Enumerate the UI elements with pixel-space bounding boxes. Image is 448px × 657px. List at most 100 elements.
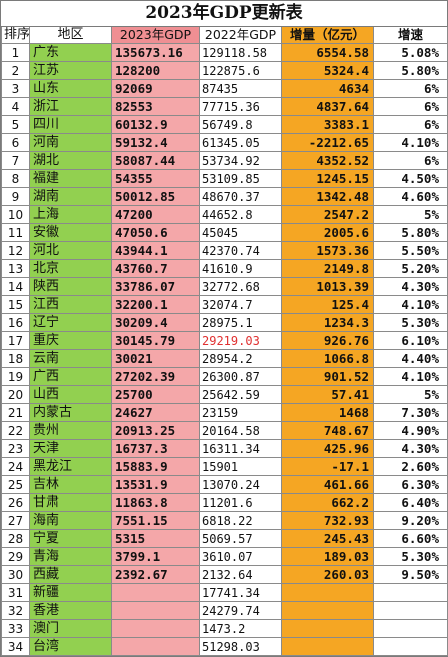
table-row: 30 西藏 2392.67 2132.64 260.03 9.50% — [1, 565, 448, 584]
cell-rank: 20 — [1, 385, 30, 404]
cell-gdp2022: 32772.68 — [199, 277, 282, 296]
cell-gdp2022: 45045 — [199, 223, 282, 242]
table-row: 29 青海 3799.1 3610.07 189.03 5.30% — [1, 547, 448, 566]
cell-increase: 1468 — [281, 403, 374, 422]
cell-gdp2022: 2132.64 — [199, 565, 282, 584]
cell-rank: 33 — [1, 619, 30, 638]
table-row: 10 上海 47200 44652.8 2547.2 5% — [1, 205, 448, 224]
cell-gdp2023: 92069 — [111, 79, 200, 98]
table-row: 13 北京 43760.7 41610.9 2149.8 5.20% — [1, 259, 448, 278]
cell-increase: 4352.52 — [281, 151, 374, 170]
cell-rate: 2.60% — [373, 457, 448, 476]
cell-gdp2023: 43944.1 — [111, 241, 200, 260]
cell-rate: 5% — [373, 385, 448, 404]
cell-region: 陕西 — [29, 277, 112, 296]
cell-region: 海南 — [29, 511, 112, 530]
header-gdp2023: 2023年GDP — [111, 27, 200, 44]
cell-rank: 32 — [1, 601, 30, 620]
cell-gdp2023 — [111, 637, 200, 656]
cell-rate: 4.10% — [373, 133, 448, 152]
cell-gdp2023: 32200.1 — [111, 295, 200, 314]
cell-gdp2023: 82553 — [111, 97, 200, 116]
cell-increase: 245.43 — [281, 529, 374, 548]
cell-rate: 6.40% — [373, 493, 448, 512]
cell-increase — [281, 601, 374, 620]
table-row: 8 福建 54355 53109.85 1245.15 4.50% — [1, 169, 448, 188]
cell-gdp2022: 53734.92 — [199, 151, 282, 170]
cell-rate: 5.30% — [373, 547, 448, 566]
cell-region: 黑龙江 — [29, 457, 112, 476]
table-row: 6 河南 59132.4 61345.05 -2212.65 4.10% — [1, 133, 448, 152]
cell-gdp2023: 58087.44 — [111, 151, 200, 170]
cell-gdp2022: 6818.22 — [199, 511, 282, 530]
cell-gdp2023: 30209.4 — [111, 313, 200, 332]
cell-rate: 6% — [373, 97, 448, 116]
cell-rank: 10 — [1, 205, 30, 224]
cell-increase — [281, 619, 374, 638]
cell-rank: 1 — [1, 43, 30, 62]
cell-rate: 4.40% — [373, 349, 448, 368]
table-row: 12 河北 43944.1 42370.74 1573.36 5.50% — [1, 241, 448, 260]
cell-increase: 662.2 — [281, 493, 374, 512]
cell-rank: 14 — [1, 277, 30, 296]
cell-rank: 7 — [1, 151, 30, 170]
header-gdp2022: 2022年GDP — [199, 27, 282, 44]
cell-increase: 6554.58 — [281, 43, 374, 62]
table-row: 33 澳门 1473.2 — [1, 619, 448, 638]
cell-gdp2023: 47050.6 — [111, 223, 200, 242]
cell-rate: 4.10% — [373, 367, 448, 386]
cell-gdp2023 — [111, 583, 200, 602]
cell-region: 河北 — [29, 241, 112, 260]
table-row: 32 香港 24279.74 — [1, 601, 448, 620]
cell-region: 吉林 — [29, 475, 112, 494]
cell-increase: 57.41 — [281, 385, 374, 404]
cell-rate: 5.08% — [373, 43, 448, 62]
table-row: 3 山东 92069 87435 4634 6% — [1, 79, 448, 98]
cell-gdp2022: 24279.74 — [199, 601, 282, 620]
cell-gdp2022: 3610.07 — [199, 547, 282, 566]
cell-gdp2023: 20913.25 — [111, 421, 200, 440]
cell-gdp2023: 5315 — [111, 529, 200, 548]
cell-rank: 22 — [1, 421, 30, 440]
cell-rank: 28 — [1, 529, 30, 548]
table-row: 5 四川 60132.9 56749.8 3383.1 6% — [1, 115, 448, 134]
cell-increase: 2005.6 — [281, 223, 374, 242]
cell-rate: 5.20% — [373, 259, 448, 278]
table-row: 21 内蒙古 24627 23159 1468 7.30% — [1, 403, 448, 422]
cell-rate: 4.50% — [373, 169, 448, 188]
cell-region: 江苏 — [29, 61, 112, 80]
cell-gdp2022: 87435 — [199, 79, 282, 98]
table-row: 20 山西 25700 25642.59 57.41 5% — [1, 385, 448, 404]
cell-rank: 34 — [1, 637, 30, 656]
cell-region: 云南 — [29, 349, 112, 368]
cell-rate: 6.30% — [373, 475, 448, 494]
cell-rank: 30 — [1, 565, 30, 584]
cell-increase: 189.03 — [281, 547, 374, 566]
cell-gdp2023: 30145.79 — [111, 331, 200, 350]
cell-increase: 732.93 — [281, 511, 374, 530]
cell-rank: 16 — [1, 313, 30, 332]
cell-rank: 12 — [1, 241, 30, 260]
cell-region: 广东 — [29, 43, 112, 62]
cell-gdp2023: 43760.7 — [111, 259, 200, 278]
cell-gdp2022: 26300.87 — [199, 367, 282, 386]
table-row: 34 台湾 51298.03 — [1, 637, 448, 656]
cell-rank: 26 — [1, 493, 30, 512]
cell-rank: 2 — [1, 61, 30, 80]
cell-rate — [373, 637, 448, 656]
cell-gdp2022: 13070.24 — [199, 475, 282, 494]
cell-gdp2022: 56749.8 — [199, 115, 282, 134]
cell-rank: 21 — [1, 403, 30, 422]
cell-region: 重庆 — [29, 331, 112, 350]
cell-rate: 4.90% — [373, 421, 448, 440]
cell-rank: 19 — [1, 367, 30, 386]
cell-rate — [373, 619, 448, 638]
header-row: 排序 地区 2023年GDP 2022年GDP 增量（亿元） 增速 — [1, 27, 448, 44]
cell-rate: 5.50% — [373, 241, 448, 260]
cell-gdp2023: 47200 — [111, 205, 200, 224]
cell-rate: 5.80% — [373, 61, 448, 80]
table-row: 4 浙江 82553 77715.36 4837.64 6% — [1, 97, 448, 116]
cell-gdp2022: 77715.36 — [199, 97, 282, 116]
cell-increase: 901.52 — [281, 367, 374, 386]
cell-gdp2023: 54355 — [111, 169, 200, 188]
